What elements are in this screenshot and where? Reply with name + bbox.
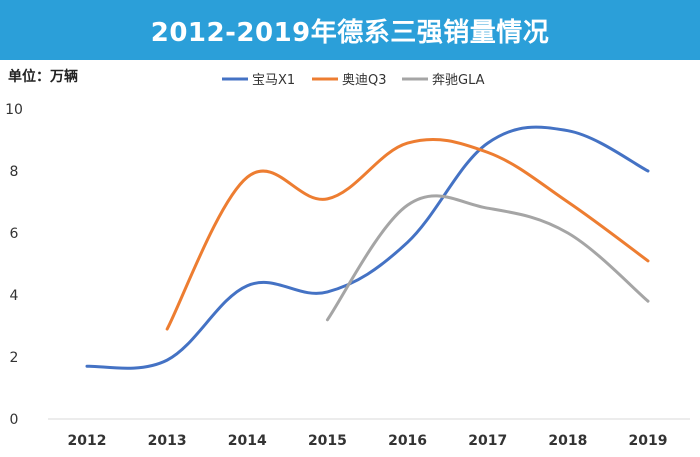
y-tick-label: 8	[10, 164, 19, 180]
legend: 宝马X1 奥迪Q3 奔驰GLA	[222, 73, 485, 88]
y-tick-label: 4	[10, 288, 19, 304]
series-line	[325, 194, 650, 322]
chart-title-banner: 2012-2019年德系三强销量情况	[0, 0, 700, 60]
series-line	[85, 125, 650, 370]
x-tick-label: 2018	[548, 433, 587, 449]
legend-label: 奔驰GLA	[432, 73, 485, 88]
series-layer	[85, 125, 650, 370]
x-tick-label: 2012	[68, 433, 107, 449]
x-tick-label: 2016	[388, 433, 427, 449]
y-tick-label: 2	[10, 350, 19, 366]
x-tick-label: 2017	[468, 433, 507, 449]
x-tick-label: 2019	[629, 433, 668, 449]
x-tick-label: 2013	[148, 433, 187, 449]
x-tick-label: 2014	[228, 433, 267, 449]
unit-label: 单位：万辆	[8, 69, 78, 85]
legend-label: 奥迪Q3	[342, 73, 387, 88]
axes-layer: 0 2 4 6 8 10 2012 2013 2014 2015 2016 2017 2018 2019	[5, 102, 690, 449]
y-tick-label: 10	[5, 102, 23, 118]
series-line	[165, 137, 650, 331]
y-tick-label: 6	[10, 226, 19, 242]
chart-title: 2012-2019年德系三强销量情况	[150, 17, 550, 48]
x-tick-label: 2015	[308, 433, 347, 449]
legend-label: 宝马X1	[252, 73, 295, 88]
y-tick-label: 0	[10, 412, 19, 428]
